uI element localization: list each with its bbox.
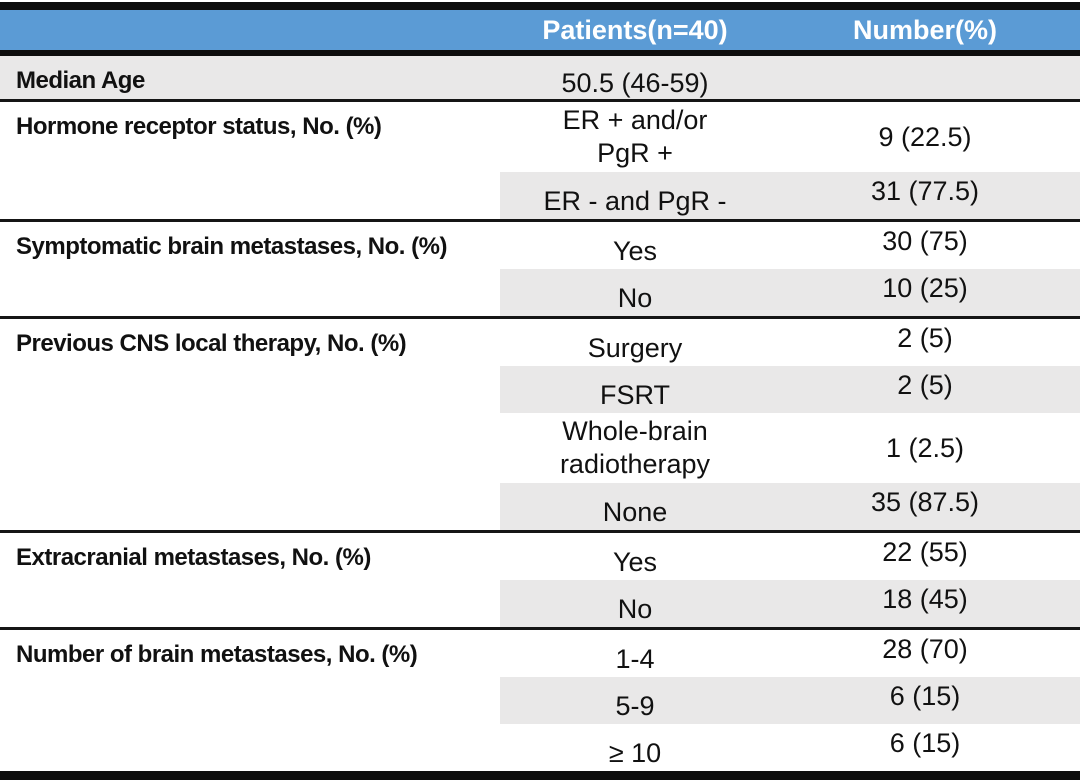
number-percent-cell: 35 (87.5) bbox=[870, 487, 980, 517]
table-row: ER + and/or PgR + 9 (22.5) bbox=[500, 102, 1080, 172]
patients-value-cell: Yes bbox=[612, 236, 658, 266]
table-section: Number of brain metastases, No. (%) 1-4 28… bbox=[0, 630, 1080, 771]
row-category-label: Extracranial metastases, No. (%) bbox=[16, 544, 371, 571]
row-category-label: Number of brain metastases, No. (%) bbox=[16, 641, 418, 668]
table-section: Extracranial metastases, No. (%) Yes 22 (5… bbox=[0, 533, 1080, 630]
section-rows: Yes 22 (55) No 18 (45) bbox=[500, 533, 1080, 627]
row-category-label: Symptomatic brain metastases, No. (%) bbox=[16, 233, 447, 260]
patients-value-cell: 1-4 bbox=[615, 644, 655, 674]
number-percent-cell: 31 (77.5) bbox=[870, 176, 980, 206]
number-percent-cell: 18 (45) bbox=[882, 584, 968, 614]
row-category-label: Median Age bbox=[16, 67, 145, 94]
number-percent-cell: 9 (22.5) bbox=[878, 121, 972, 152]
table-row: 1-4 28 (70) bbox=[500, 630, 1080, 677]
header-patients-column: Patients(n=40) bbox=[542, 14, 728, 45]
patients-value-cell: Whole-brain radiotherapy bbox=[559, 416, 711, 479]
patients-value-cell: Surgery bbox=[587, 333, 683, 363]
table-row: ≥ 10 6 (15) bbox=[500, 724, 1080, 771]
patients-value-cell: Yes bbox=[612, 547, 658, 577]
section-rows: 50.5 (46-59) bbox=[500, 56, 1080, 99]
section-rows: 1-4 28 (70) 5-9 6 (15) ≥ 10 6 (15) bbox=[500, 630, 1080, 771]
number-percent-cell: 1 (2.5) bbox=[885, 432, 965, 463]
table-row: None 35 (87.5) bbox=[500, 483, 1080, 530]
patients-value-cell: ≥ 10 bbox=[608, 738, 662, 768]
table-section: Symptomatic brain metastases, No. (%) Yes… bbox=[0, 222, 1080, 319]
number-percent-cell: 6 (15) bbox=[889, 728, 961, 758]
section-rows: Surgery 2 (5) FSRT 2 (5) Whole-brain radioth… bbox=[500, 319, 1080, 530]
table-body: Median Age 50.5 (46-59) Hormone receptor s… bbox=[0, 56, 1080, 771]
number-percent-cell: 28 (70) bbox=[882, 634, 968, 664]
table-row: Whole-brain radiotherapy 1 (2.5) bbox=[500, 413, 1080, 483]
table-section: Median Age 50.5 (46-59) bbox=[0, 56, 1080, 102]
section-rows: Yes 30 (75) No 10 (25) bbox=[500, 222, 1080, 316]
table-row: FSRT 2 (5) bbox=[500, 366, 1080, 413]
table-row: Surgery 2 (5) bbox=[500, 319, 1080, 366]
number-percent-cell: 2 (5) bbox=[897, 370, 953, 400]
top-border-rule bbox=[0, 2, 1080, 10]
header-number-column: Number(%) bbox=[852, 14, 997, 45]
table-row: 5-9 6 (15) bbox=[500, 677, 1080, 724]
number-percent-cell: 10 (25) bbox=[882, 273, 968, 303]
patients-value-cell: ER + and/or PgR + bbox=[562, 105, 708, 168]
bottom-border-rule bbox=[0, 771, 1080, 780]
number-percent-cell: 2 (5) bbox=[897, 323, 953, 353]
number-percent-cell: 30 (75) bbox=[882, 226, 968, 256]
table-row: Yes 30 (75) bbox=[500, 222, 1080, 269]
patients-value-cell: FSRT bbox=[599, 380, 670, 410]
patients-value-cell: No bbox=[617, 594, 653, 624]
table-row: 50.5 (46-59) bbox=[500, 56, 1080, 99]
table-row: ER - and PgR - 31 (77.5) bbox=[500, 172, 1080, 219]
row-category-label: Previous CNS local therapy, No. (%) bbox=[16, 330, 407, 357]
patients-value-cell: ER - and PgR - bbox=[543, 186, 727, 216]
row-category-label: Hormone receptor status, No. (%) bbox=[16, 113, 382, 140]
number-percent-cell: 6 (15) bbox=[889, 681, 961, 711]
patients-value-cell: None bbox=[602, 497, 668, 527]
table-section: Hormone receptor status, No. (%) ER + and… bbox=[0, 102, 1080, 222]
table-row: No 10 (25) bbox=[500, 269, 1080, 316]
header-separator-rule bbox=[0, 50, 1080, 56]
patients-value-cell: No bbox=[617, 283, 653, 313]
table-row: Yes 22 (55) bbox=[500, 533, 1080, 580]
number-percent-cell: 22 (55) bbox=[882, 537, 968, 567]
section-rows: ER + and/or PgR + 9 (22.5) ER - and PgR - 3… bbox=[500, 102, 1080, 219]
patients-value-cell: 50.5 (46-59) bbox=[561, 68, 709, 98]
table-header-row: Patients(n=40) Number(%) bbox=[0, 10, 1080, 50]
patients-value-cell: 5-9 bbox=[615, 691, 655, 721]
table-section: Previous CNS local therapy, No. (%) Surge… bbox=[0, 319, 1080, 533]
table-row: No 18 (45) bbox=[500, 580, 1080, 627]
